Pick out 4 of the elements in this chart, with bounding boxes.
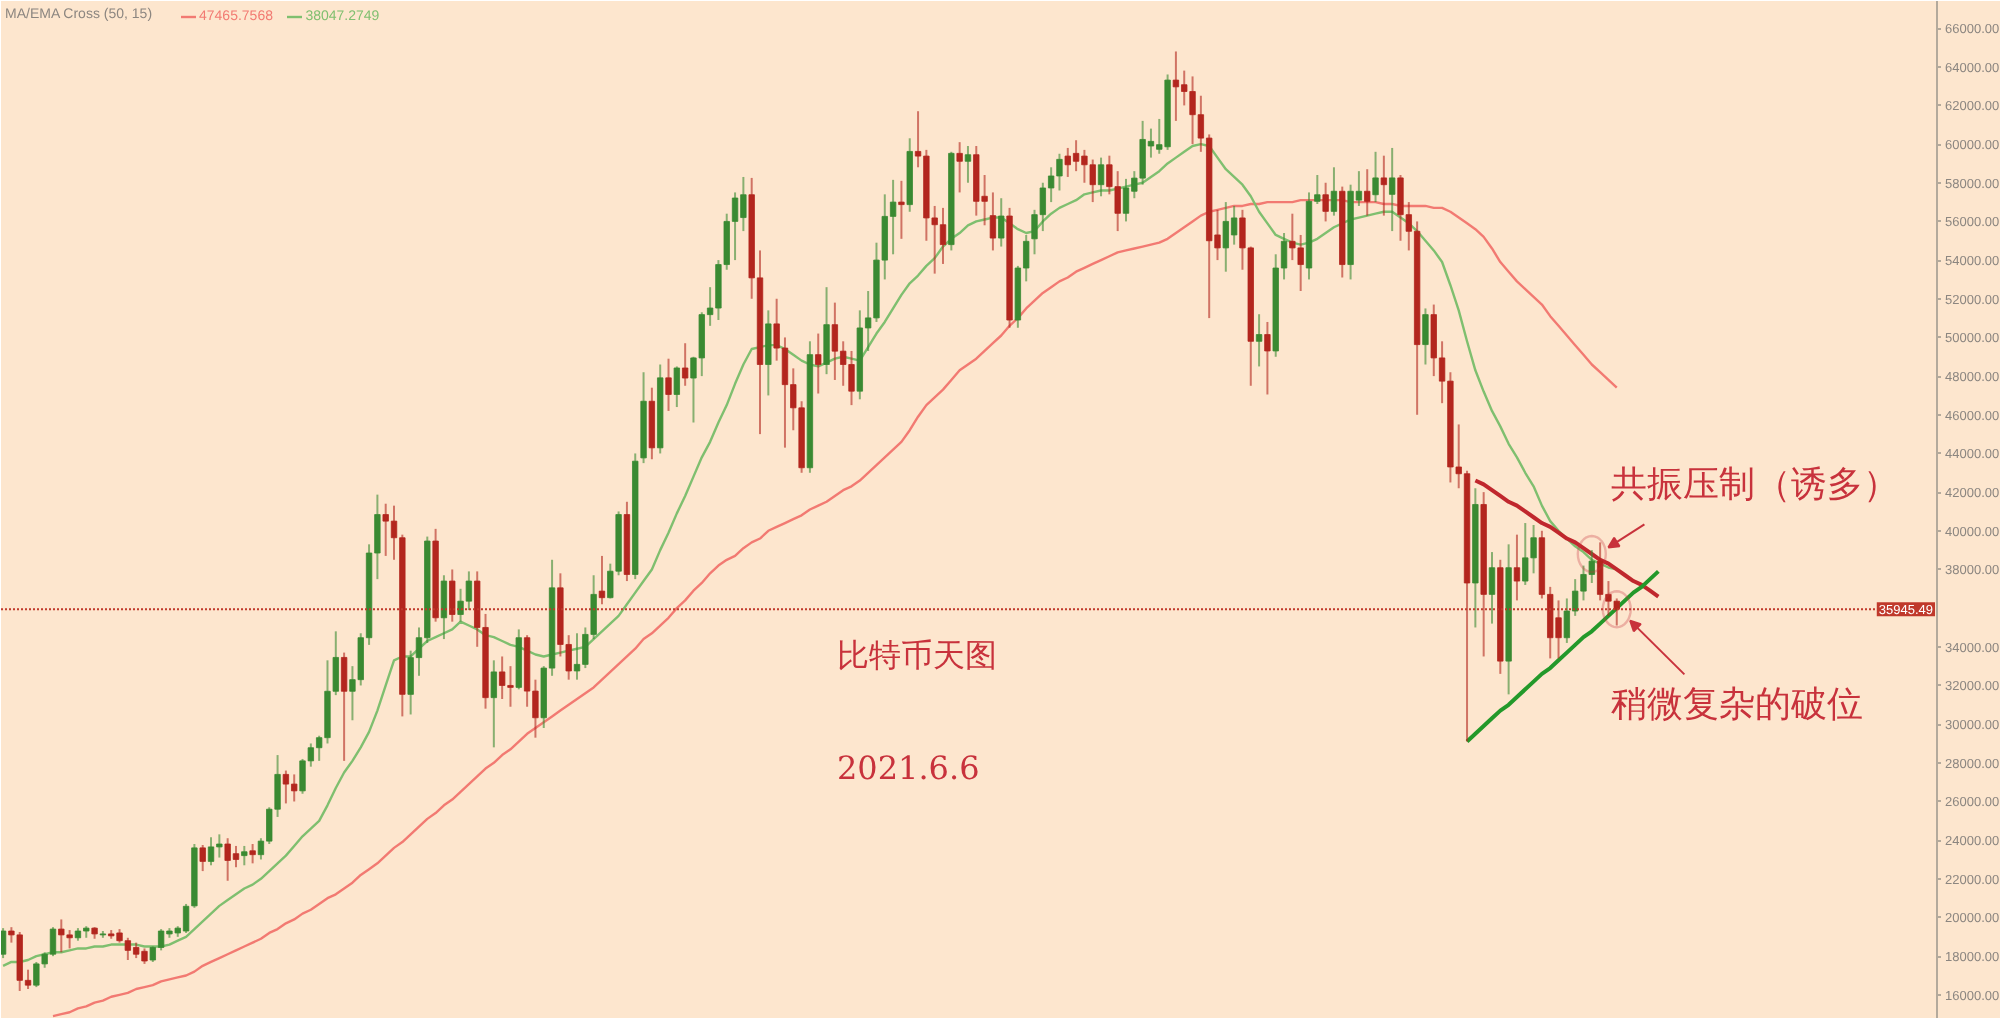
- annotation: 比特币天图: [837, 636, 997, 674]
- annotation: 共振压制（诱多）: [1611, 464, 1899, 506]
- annotation: 稍微复杂的破位: [1611, 684, 1863, 726]
- annotation: 2021.6.6: [837, 749, 980, 787]
